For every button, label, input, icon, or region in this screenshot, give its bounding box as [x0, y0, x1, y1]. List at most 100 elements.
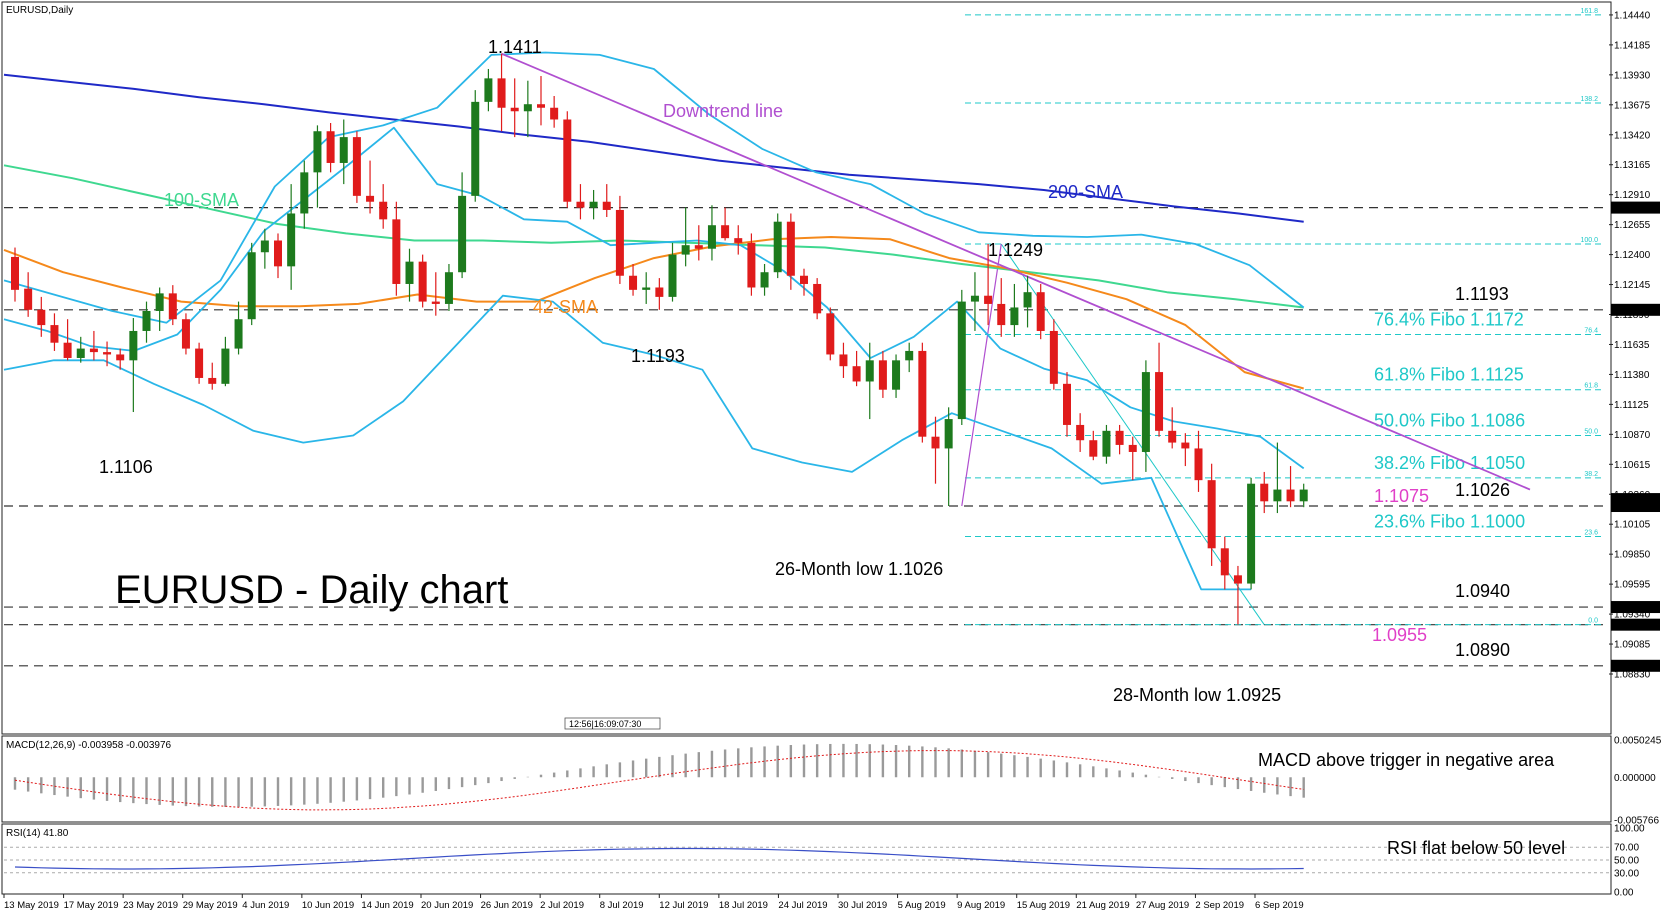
price-tick-label: 1.13420	[1614, 130, 1651, 141]
rsi-tick-label: 0.00	[1614, 888, 1634, 899]
price-tick-label: 1.11125	[1614, 400, 1649, 411]
candle-body	[616, 210, 624, 276]
rsi-tick-label: 100.00	[1614, 824, 1645, 835]
date-tick-label: 12 Jul 2019	[659, 900, 708, 911]
candle-body	[366, 196, 374, 202]
date-tick-label: 9 Aug 2019	[957, 900, 1005, 911]
macd-histogram-bar	[448, 777, 450, 789]
candle-body	[77, 349, 85, 358]
rsi-tick-label: 50.00	[1614, 856, 1639, 867]
macd-histogram-bar	[1132, 773, 1134, 778]
macd-histogram-bar	[421, 777, 423, 793]
candle-body	[156, 293, 164, 311]
macd-histogram-bar	[777, 746, 779, 778]
candle-body	[419, 262, 427, 302]
macd-histogram-bar	[1013, 755, 1015, 777]
macd-histogram-bar	[106, 777, 108, 801]
macd-histogram-bar	[1105, 768, 1107, 777]
candle-body	[169, 293, 177, 319]
candle-body	[445, 272, 453, 304]
candle-body	[1208, 480, 1216, 548]
fibo-pct-label: 50.0	[1584, 429, 1598, 436]
fibo-pct-label: 0.0	[1588, 618, 1598, 625]
fibo-level-label: 50.0% Fibo 1.1086	[1374, 411, 1525, 431]
level-label: 1.0890	[1455, 640, 1510, 660]
candle-body	[90, 349, 98, 353]
candle-body	[1063, 384, 1071, 425]
macd-histogram-bar	[684, 754, 686, 778]
macd-histogram-bar	[1263, 777, 1265, 793]
macd-histogram-bar	[27, 777, 29, 791]
macd-histogram-bar	[842, 744, 844, 777]
macd-histogram-bar	[619, 762, 621, 777]
candle-body	[734, 238, 742, 243]
candle-body	[1195, 448, 1203, 480]
candle-body	[984, 296, 992, 304]
label-28m-low: 28-Month low 1.0925	[1113, 685, 1281, 705]
macd-histogram-bar	[790, 745, 792, 777]
candle-body	[747, 243, 755, 288]
candle-body	[11, 257, 19, 290]
price-tick-label: 1.09850	[1614, 550, 1651, 561]
candle-body	[576, 202, 584, 208]
rsi-tick-label: 30.00	[1614, 868, 1639, 879]
macd-histogram-bar	[1184, 777, 1186, 781]
candle-body	[484, 78, 492, 101]
macd-histogram-bar	[329, 777, 331, 803]
fibo-pct-label: 23.6	[1584, 530, 1598, 537]
date-tick-label: 13 May 2019	[4, 900, 59, 911]
macd-histogram-bar	[750, 747, 752, 777]
date-tick-label: 4 Jun 2019	[242, 900, 289, 911]
macd-histogram-bar	[1066, 762, 1068, 777]
date-tick-label: 2 Sep 2019	[1195, 900, 1244, 911]
candle-body	[945, 419, 953, 448]
macd-note: MACD above trigger in negative area	[1258, 750, 1555, 770]
candle-body	[1221, 548, 1229, 575]
macd-histogram-bar	[645, 759, 647, 778]
label-1411: 1.1411	[488, 37, 542, 57]
macd-tick-label: 0.0050245	[1614, 736, 1662, 747]
candle-body	[116, 354, 124, 360]
candle-body	[353, 137, 361, 196]
price-tick-label: 1.09595	[1614, 580, 1651, 591]
candle-body	[1300, 490, 1308, 502]
candle-body	[287, 213, 295, 266]
date-tick-label: 2 Jul 2019	[540, 900, 584, 911]
macd-histogram-bar	[14, 777, 16, 789]
fibo-level-label: 61.8% Fibo 1.1125	[1374, 365, 1524, 385]
candle-body	[918, 351, 926, 437]
macd-histogram-bar	[737, 748, 739, 777]
macd-histogram-bar	[185, 777, 187, 806]
date-tick-label: 5 Aug 2019	[898, 900, 946, 911]
candle-body	[1037, 292, 1045, 331]
price-tick-label: 1.13165	[1614, 160, 1651, 171]
macd-histogram-bar	[829, 744, 831, 777]
price-tick-label: 1.11380	[1614, 370, 1650, 381]
rsi-note: RSI flat below 50 level	[1387, 838, 1565, 858]
macd-histogram-bar	[224, 777, 226, 807]
macd-histogram-bar	[711, 751, 713, 777]
candle-body	[537, 104, 545, 108]
swing-connector-line	[962, 244, 1001, 506]
fibo-pct-label: 38.2	[1584, 471, 1598, 478]
macd-histogram-bar	[974, 751, 976, 777]
candle-body	[774, 222, 782, 273]
macd-histogram-bar	[1118, 770, 1120, 777]
candle-body	[563, 119, 571, 201]
macd-histogram-bar	[1145, 775, 1147, 778]
macd-histogram-bar	[724, 749, 726, 777]
macd-histogram-bar	[474, 777, 476, 785]
candle-body	[143, 311, 151, 331]
candle-body	[1076, 425, 1084, 440]
candle-body	[274, 240, 282, 266]
candle-body	[721, 225, 729, 238]
price-tick-label: 1.11635	[1614, 340, 1650, 351]
macd-histogram-bar	[382, 777, 384, 797]
macd-histogram-bar	[158, 777, 160, 805]
macd-histogram-bar	[500, 777, 502, 781]
candle-body	[1089, 440, 1097, 456]
price-tick-label: 1.09085	[1614, 640, 1651, 651]
price-tick-label: 1.13675	[1614, 100, 1651, 111]
macd-histogram-bar	[632, 760, 634, 777]
